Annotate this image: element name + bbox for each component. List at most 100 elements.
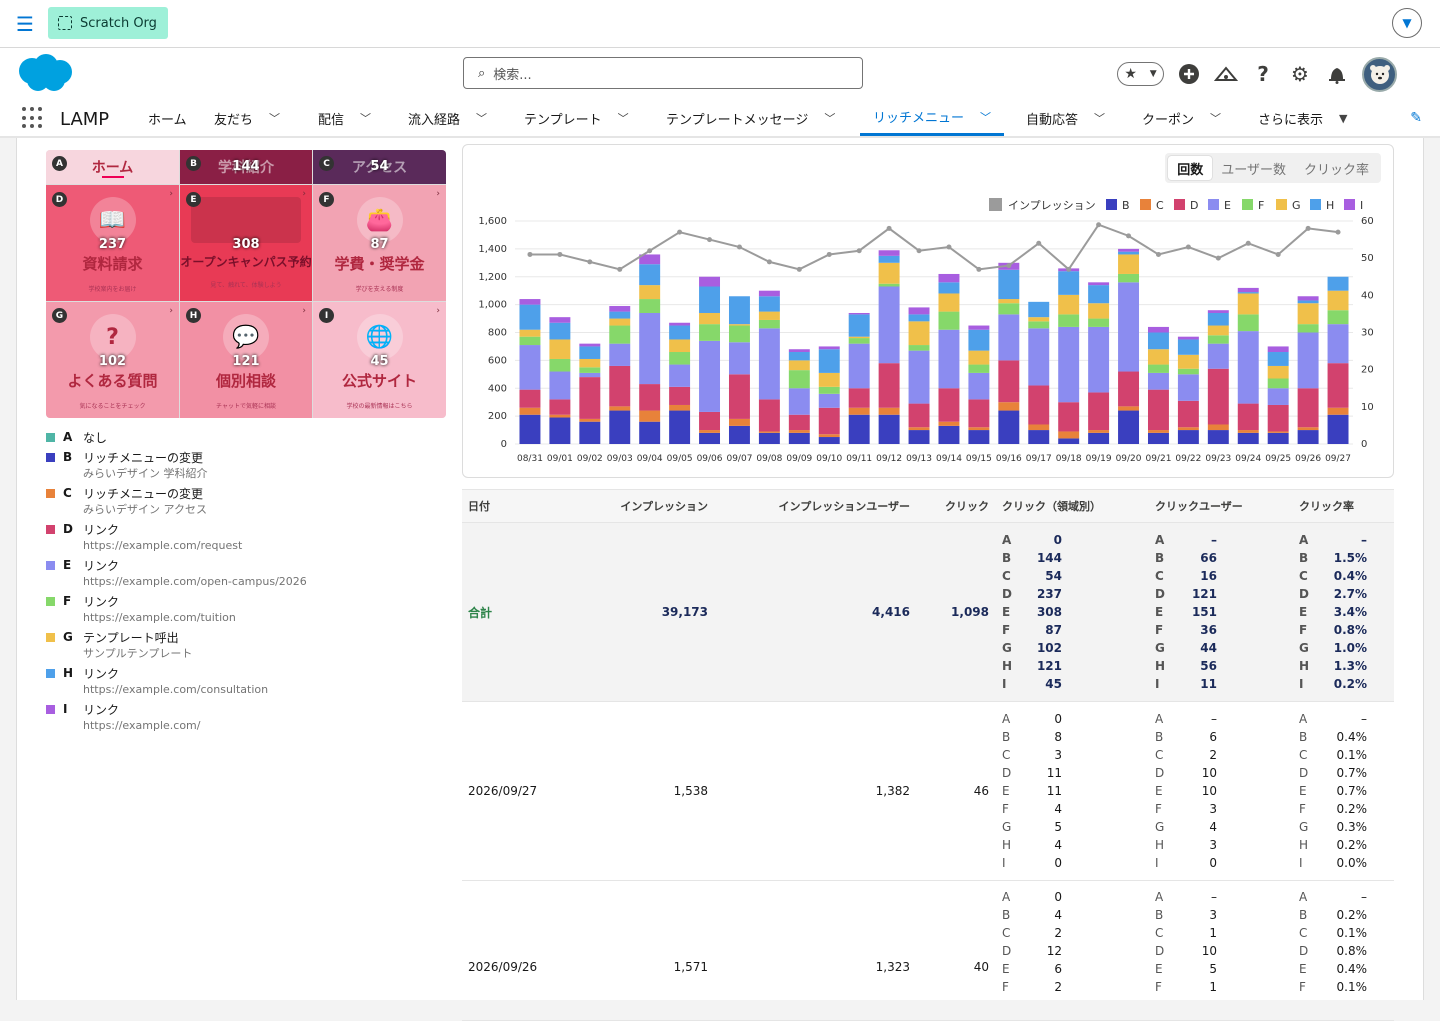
bar-segment-e [848, 343, 870, 389]
impression-point [916, 248, 922, 254]
nav-item-broadcast[interactable]: 配信 ﹀ [318, 100, 371, 136]
bar-segment-c [639, 410, 661, 422]
y-tick-label: 600 [488, 355, 507, 366]
bar-segment-e [1147, 372, 1169, 390]
global-search-input[interactable]: ⌕ 検索... [463, 57, 863, 89]
legend-subtitle: https://example.com/consultation [83, 683, 269, 696]
x-tick-label: 09/27 [1325, 454, 1351, 464]
nav-item-template-messages[interactable]: テンプレートメッセージ ﹀ [666, 100, 835, 136]
rich-menu-tab-access[interactable]: アクセス 54 [313, 150, 446, 184]
impression-point [1006, 263, 1012, 269]
chevron-down-icon[interactable]: ﹀ [1094, 112, 1106, 125]
bar-segment-g [1118, 254, 1140, 274]
bar-segment-e [998, 314, 1020, 361]
hamburger-menu-icon[interactable]: ☰ [16, 12, 34, 36]
metric-users-button[interactable]: ユーザー数 [1221, 162, 1286, 178]
bar-segment-c [699, 430, 721, 433]
bar-segment-b [1327, 414, 1349, 444]
cell-label: 個別相談 [215, 372, 276, 390]
y-tick-label: 800 [488, 328, 507, 339]
bar-segment-e [579, 372, 601, 378]
rich-menu-cell-tuition[interactable]: 👛 87 学費・奨学金 学びを支える制度 › [313, 185, 446, 301]
column-header[interactable]: 日付 [468, 500, 490, 513]
bar-segment-f [1327, 310, 1349, 325]
nav-item-friends[interactable]: 友だち ﹀ [214, 100, 280, 136]
chevron-down-icon[interactable]: ﹀ [617, 112, 629, 125]
bar-segment-g [878, 262, 900, 284]
bar-segment-d [699, 411, 721, 431]
app-launcher-icon[interactable] [22, 107, 44, 129]
help-icon[interactable]: ? [1257, 62, 1269, 86]
rich-menu-cell-consultation[interactable]: 💬 121 個別相談 チャットで気軽に相談 › [180, 302, 312, 418]
bar-segment-h [848, 314, 870, 337]
column-header[interactable]: クリック率 [1299, 500, 1354, 513]
legend-key: B [63, 450, 73, 464]
bar-segment-c [818, 434, 840, 438]
chevron-down-icon[interactable]: ﹀ [980, 110, 992, 124]
legend-title: なし [83, 431, 108, 445]
bar-segment-h [998, 269, 1020, 300]
caret-down-icon[interactable]: ▼ [1339, 111, 1348, 125]
nav-item-rich-menu[interactable]: リッチメニュー ﹀ [860, 100, 1005, 136]
bar-segment-h [1177, 339, 1199, 355]
area-value: I 0.0% [1299, 856, 1367, 870]
bell-icon[interactable] [1325, 62, 1349, 86]
pencil-icon[interactable]: ✎ [1410, 110, 1422, 126]
chevron-down-icon[interactable]: ﹀ [269, 112, 281, 125]
nav-item-home[interactable]: ホーム [148, 100, 187, 136]
legend-swatch [46, 525, 55, 534]
column-header[interactable]: インプレッションユーザー [778, 500, 910, 513]
gear-icon[interactable]: ⚙ [1291, 62, 1309, 86]
impression-point [856, 248, 862, 254]
nav-item-more[interactable]: さらに表示 ▼ [1258, 100, 1347, 136]
y2-tick-label: 0 [1361, 439, 1367, 450]
rich-menu-tab-departments[interactable]: 学科紹介 144 [180, 150, 312, 184]
legend-item-e: E リンク https://example.com/open-campus/202… [46, 558, 446, 590]
column-header[interactable]: クリックユーザー [1155, 500, 1243, 513]
nav-item-coupons[interactable]: クーポン ﹀ [1142, 100, 1221, 136]
nav-item-templates[interactable]: テンプレート ﹀ [524, 100, 629, 136]
bar-segment-b [579, 421, 601, 444]
bar-segment-f [579, 367, 601, 373]
bar-segment-g [1058, 294, 1080, 315]
nav-item-auto-reply[interactable]: 自動応答 ﹀ [1026, 100, 1105, 136]
rich-menu-cell-faq[interactable]: ? 102 よくある質問 気になることをチェック › [46, 302, 179, 418]
chevron-down-icon[interactable]: ﹀ [476, 112, 488, 125]
globe-icon: 🌐 [356, 314, 403, 360]
cell-label: よくある質問 [67, 372, 158, 390]
bar-segment-h [1118, 251, 1140, 255]
column-header[interactable]: クリック [945, 500, 989, 513]
nav-item-inflow-routes[interactable]: 流入経路 ﹀ [408, 100, 487, 136]
chevron-down-icon[interactable]: ﹀ [360, 112, 372, 125]
clicks-cell: 1,098 [951, 605, 989, 619]
legend-title: リンク [83, 667, 120, 681]
impression-point [1185, 244, 1191, 250]
rich-menu-tab-home[interactable]: ホーム [46, 150, 179, 184]
rich-menu-cell-official-site[interactable]: 🌐 45 公式サイト 学校の最新情報はこちら › [313, 302, 446, 418]
rich-menu-cell-request[interactable]: 📖 237 資料請求 学校案内をお届け › [46, 185, 179, 301]
area-value: G 102 [1002, 641, 1062, 655]
legend-title: テンプレート呼出 [83, 631, 179, 645]
column-header[interactable]: クリック（領域別） [1002, 500, 1101, 513]
column-header[interactable]: インプレッション [620, 500, 708, 513]
rich-menu-cell-open-campus[interactable]: 308 オープンキャンパス予約 見て、触れて、体験しよう › [180, 185, 312, 301]
add-icon[interactable] [1177, 62, 1201, 86]
scratch-org-badge[interactable]: Scratch Org [48, 7, 168, 39]
bar-segment-i [908, 307, 930, 315]
metric-ctr-button[interactable]: クリック率 [1303, 162, 1369, 178]
top-dropdown-button[interactable]: ▼ [1392, 8, 1422, 38]
area-value: F 0.2% [1299, 802, 1367, 816]
metric-count-button[interactable]: 回数 [1168, 156, 1213, 180]
chevron-down-icon[interactable]: ﹀ [1210, 112, 1222, 125]
chevron-down-icon[interactable]: ﹀ [824, 112, 836, 125]
bar-segment-i [1177, 336, 1199, 340]
trailhead-icon[interactable] [1214, 62, 1238, 86]
bar-segment-b [699, 432, 721, 444]
bar-segment-d [1267, 404, 1289, 432]
bar-segment-e [1297, 332, 1319, 389]
user-avatar[interactable] [1362, 56, 1397, 92]
favorites-button[interactable]: ★ ▼ [1117, 62, 1164, 86]
impression-point [1066, 266, 1072, 272]
bar-segment-b [669, 410, 691, 444]
